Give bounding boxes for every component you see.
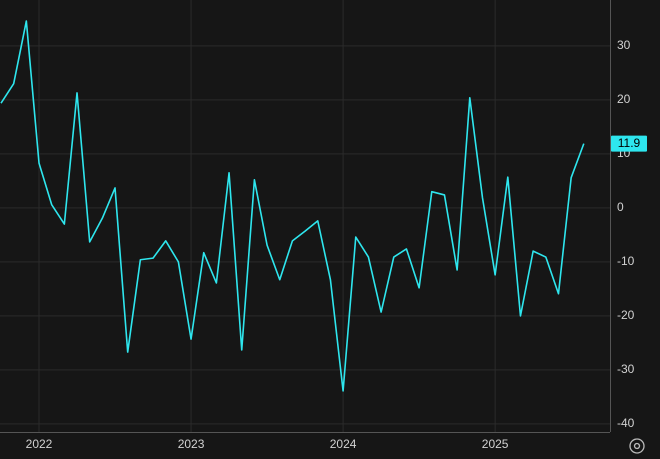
x-tick-label: 2025 xyxy=(482,437,509,451)
y-tick-label: -30 xyxy=(617,362,635,376)
x-tick-label: 2024 xyxy=(330,437,357,451)
y-tick-label: 20 xyxy=(617,92,631,106)
settings-gear[interactable] xyxy=(629,438,645,454)
series-line xyxy=(0,20,585,392)
y-tick-label: -20 xyxy=(617,308,635,322)
y-tick-label: -40 xyxy=(617,416,635,430)
settings-center[interactable] xyxy=(633,442,641,450)
y-tick-label: 30 xyxy=(617,38,631,52)
y-tick-label: 0 xyxy=(617,200,624,214)
y-tick-label: -10 xyxy=(617,254,635,268)
grid xyxy=(0,0,610,432)
x-tick-label: 2023 xyxy=(178,437,205,451)
last-value-label: 11.9 xyxy=(618,136,641,150)
settings-icon[interactable] xyxy=(629,438,645,454)
last-value-badge xyxy=(611,135,647,152)
x-tick-label: 2022 xyxy=(26,437,53,451)
